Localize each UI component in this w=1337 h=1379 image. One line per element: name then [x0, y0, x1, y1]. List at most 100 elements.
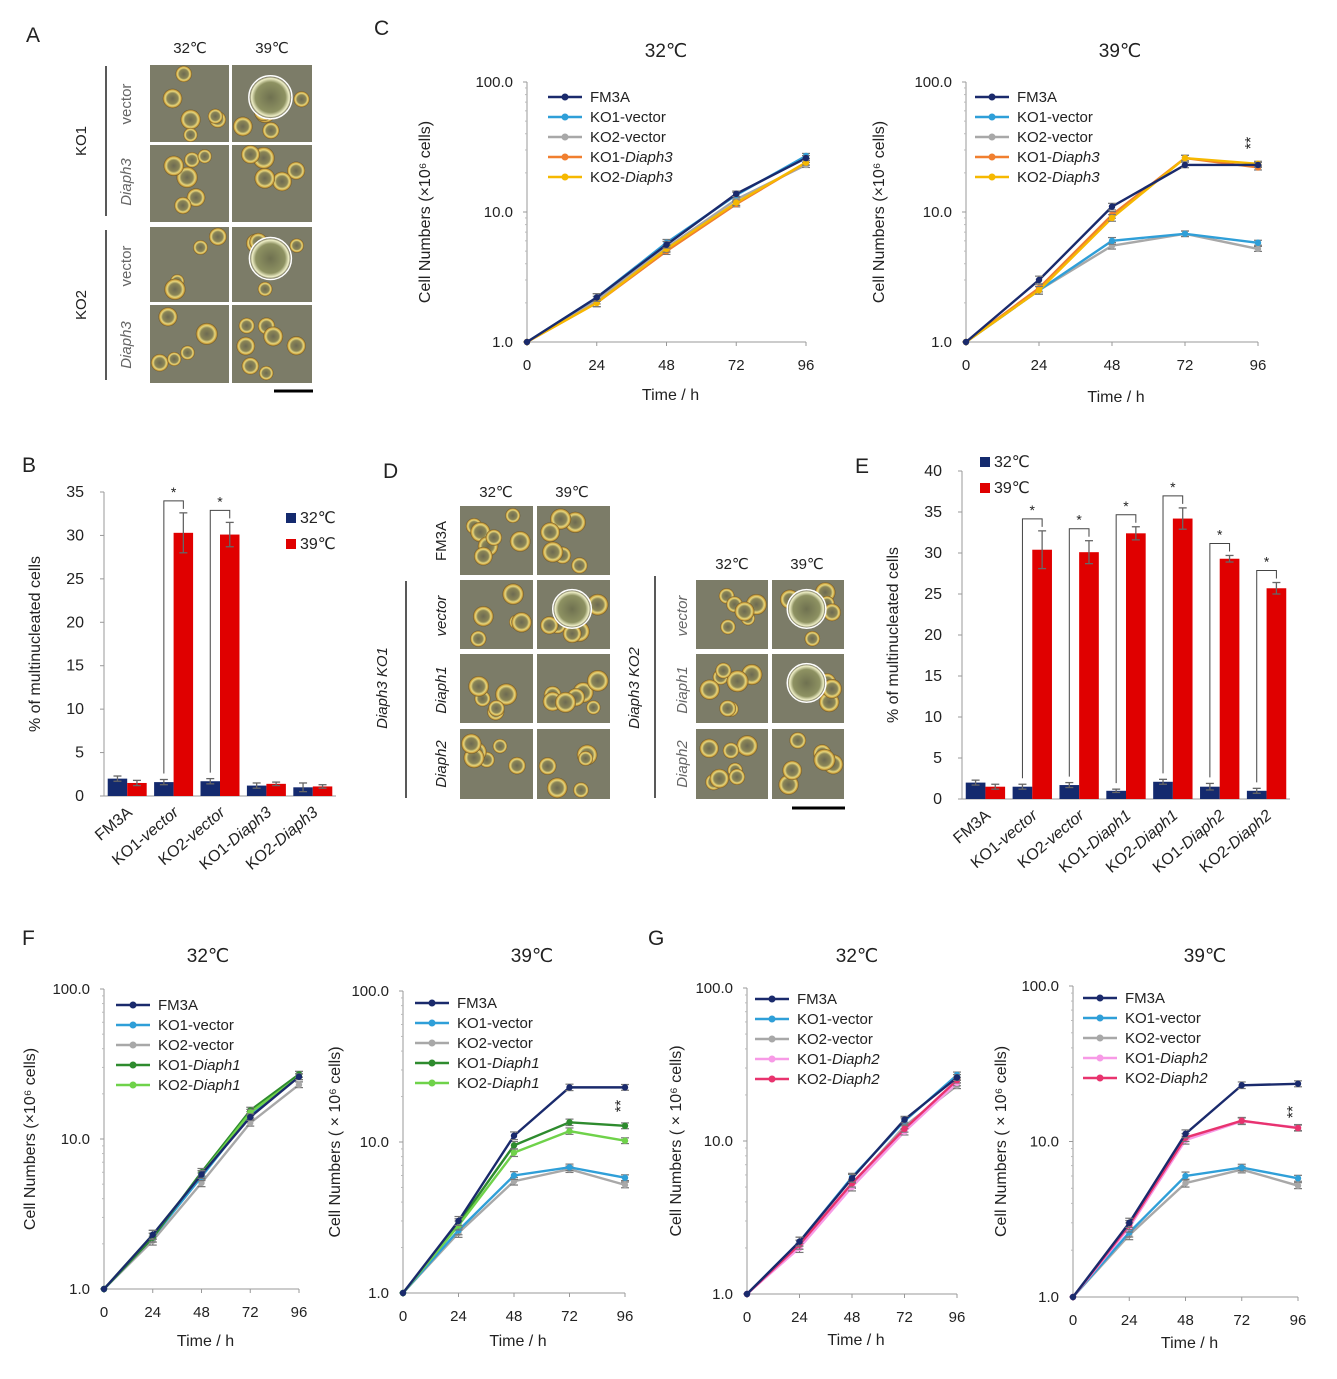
- legend-marker: [1096, 1074, 1104, 1082]
- legend-label-part: KO2-: [1125, 1070, 1160, 1087]
- data-point: [1182, 1130, 1189, 1138]
- bar: [1153, 781, 1173, 799]
- legend-label: KO2-vector: [1017, 129, 1093, 146]
- cell: [542, 541, 564, 563]
- cell: [272, 171, 292, 192]
- panel-label-A: A: [26, 24, 40, 47]
- significance-marker: **: [1243, 137, 1260, 149]
- y-tick-label: 1.0: [931, 334, 952, 351]
- micrograph-image: [150, 145, 229, 222]
- bar: [1246, 790, 1267, 799]
- data-point: [1181, 154, 1189, 162]
- cell: [546, 777, 568, 799]
- legend-swatch: [980, 483, 990, 493]
- legend-marker: [768, 1055, 776, 1063]
- y-axis-label: Cell Numbers ( × 10⁶ cells): [327, 1046, 344, 1237]
- legend-marker: [768, 1075, 776, 1083]
- micrograph-image: [150, 305, 229, 383]
- y-axis-label: Cell Numbers (×10⁶ cells): [871, 121, 888, 303]
- data-point: [621, 1122, 629, 1130]
- data-point: [198, 1171, 205, 1178]
- row-label: Diaph2: [674, 740, 691, 788]
- significance-bracket: [1162, 495, 1184, 774]
- legend-marker: [988, 133, 996, 141]
- y-tick-label: 10.0: [704, 1133, 733, 1150]
- x-axis-label: Time / h: [177, 1333, 234, 1350]
- x-tick-label: 72: [561, 1308, 578, 1325]
- x-tick-label: 72: [728, 357, 745, 374]
- legend-swatch: [286, 539, 296, 549]
- series-line: [965, 232, 1259, 343]
- micrograph-image: [232, 65, 312, 142]
- legend-marker: [428, 1059, 436, 1067]
- x-tick-label: 0: [100, 1304, 108, 1321]
- legend-label: FM3A: [1017, 89, 1057, 106]
- cell: [241, 357, 260, 375]
- legend-marker: [129, 1081, 137, 1089]
- legend-marker: [988, 153, 996, 161]
- bar: [985, 786, 1006, 799]
- cell: [473, 606, 494, 627]
- y-tick-label: 15: [66, 658, 84, 675]
- x-tick-label: 24: [791, 1309, 808, 1326]
- line-chart-f-32: 1.0 10.0 100.0 0 24 48 72 96 32℃ Time / h Cell Num…: [22, 946, 307, 1350]
- cell: [163, 155, 184, 176]
- legend-label-part: KO1-: [457, 1055, 492, 1072]
- row-label: vector: [118, 246, 135, 287]
- cell: [562, 624, 582, 644]
- micrograph-image: [460, 580, 533, 649]
- row-label: vector: [118, 84, 135, 125]
- temp-label: 39℃: [790, 556, 824, 573]
- significance-bracket: [1256, 570, 1277, 783]
- data-point: [1254, 239, 1262, 246]
- temp-label: 32℃: [173, 40, 207, 57]
- cell: [736, 735, 758, 757]
- x-tick-label: 96: [1290, 1312, 1307, 1329]
- data-point: [149, 1231, 156, 1238]
- y-tick-label: 35: [66, 484, 84, 501]
- x-tick-label: 48: [658, 357, 675, 374]
- bar: [1266, 588, 1287, 799]
- y-tick-label: 1.0: [492, 334, 513, 351]
- y-tick-label: 1.0: [1038, 1289, 1059, 1306]
- legend-label: FM3A: [590, 89, 630, 106]
- cell: [183, 127, 198, 142]
- data-point: [802, 154, 810, 162]
- legend-marker: [768, 1035, 776, 1043]
- cell: [175, 65, 192, 83]
- x-tick-label: 48: [1104, 357, 1121, 374]
- data-point: [1035, 276, 1043, 284]
- series-fm3a: [1069, 1080, 1302, 1301]
- cell: [193, 240, 208, 255]
- x-tick-label: 96: [798, 357, 815, 374]
- y-tick-label: 100.0: [914, 74, 952, 91]
- y-tick-label: 100.0: [351, 983, 389, 1000]
- legend-label: KO2-Diaph3: [1017, 169, 1100, 186]
- legend-marker: [561, 133, 569, 141]
- legend-label: KO1-Diaph3: [1017, 149, 1100, 166]
- cell: [699, 738, 719, 758]
- legend-label-gene: Diaph3: [625, 149, 673, 166]
- line-chart-c-39: 1.0 10.0 100.0 0 24 48 72 96 39℃ Time / h Cell Num…: [871, 41, 1266, 406]
- y-axis-label: Cell Numbers (×10⁶ cells): [417, 121, 434, 303]
- legend-marker: [561, 173, 569, 181]
- legend-label: 39℃: [300, 536, 336, 553]
- data-point: [566, 1119, 573, 1126]
- cell: [789, 732, 807, 749]
- bar: [1172, 518, 1193, 799]
- cell: [164, 278, 186, 300]
- legend-swatch: [980, 457, 990, 467]
- micrograph-image: [772, 729, 844, 799]
- micrograph-image: [232, 305, 312, 383]
- cell: [555, 691, 576, 713]
- micrograph-image: [537, 654, 610, 723]
- legend-swatch: [286, 513, 296, 523]
- cell: [473, 546, 493, 566]
- data-point: [621, 1174, 629, 1181]
- legend-label-gene: Diaph2: [832, 1071, 880, 1088]
- series-ko2-diaph3: [962, 154, 1262, 346]
- legend-label: KO1-vector: [1125, 1010, 1201, 1027]
- bar: [1106, 790, 1126, 799]
- micrograph-image: [696, 654, 768, 723]
- significance-star: *: [1030, 502, 1036, 518]
